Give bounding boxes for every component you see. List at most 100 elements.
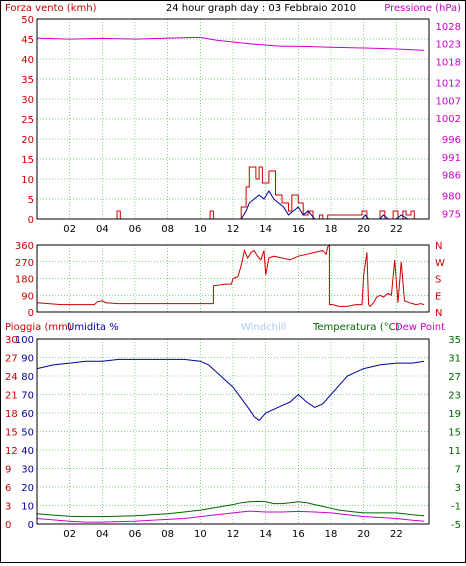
x-tick-label: 12: [227, 224, 240, 235]
x-tick-label: 04: [96, 224, 109, 235]
series-line: [36, 243, 425, 308]
rain-tick-label: 18: [5, 409, 18, 420]
y-tick-label: 50: [21, 428, 34, 439]
y-tick-label: 20: [21, 135, 34, 146]
dewpoint-legend: Dew Point: [395, 322, 445, 333]
y2-tick-label: 996: [442, 135, 461, 146]
rain-tick-label: 21: [5, 391, 18, 402]
y-tick-label: 45: [21, 35, 34, 46]
y-tick-label: 50: [21, 15, 34, 26]
y-tick-label: 25: [21, 115, 34, 126]
direction-tick-label: S: [435, 275, 441, 286]
rain-tick-label: 24: [5, 372, 18, 383]
y2-tick-label: 1023: [436, 40, 461, 51]
x-tick-label: 12: [227, 529, 240, 540]
rain-tick-label: 0: [5, 520, 11, 531]
y2-tick-label: 11: [448, 446, 461, 457]
y2-tick-label: 3: [455, 483, 461, 494]
y2-tick-label: 1012: [436, 79, 461, 90]
x-tick-label: 04: [96, 529, 109, 540]
y2-tick-label: 7: [455, 465, 461, 476]
y-tick-label: 100: [15, 335, 34, 346]
y2-tick-label: 31: [448, 354, 461, 365]
pressure-axis-title: Pressione (hPa): [384, 3, 461, 14]
y2-tick-label: 1018: [436, 57, 461, 68]
y-tick-label: 30: [21, 465, 34, 476]
y-tick-label: 20: [21, 483, 34, 494]
series-line: [37, 166, 425, 220]
rain-tick-label: 27: [5, 354, 18, 365]
rain-tick-label: 6: [5, 483, 11, 494]
x-tick-label: 10: [194, 224, 207, 235]
y-tick-label: 0: [28, 215, 34, 226]
y-tick-label: 360: [15, 241, 34, 252]
chart-title: 24 hour graph day : 03 Febbraio 2010: [166, 3, 356, 14]
rain-axis-title: Pioggia (mm): [5, 322, 72, 333]
direction-tick-label: N: [435, 241, 442, 252]
y-tick-label: 0: [28, 520, 34, 531]
y-tick-label: 40: [21, 55, 34, 66]
y2-tick-label: 23: [448, 391, 461, 402]
y-tick-label: 40: [21, 446, 34, 457]
y-tick-label: 60: [21, 409, 34, 420]
series-line: [36, 358, 425, 422]
x-tick-label: 02: [63, 529, 76, 540]
series-line: [36, 36, 425, 51]
y-tick-label: 30: [21, 95, 34, 106]
x-tick-label: 18: [325, 224, 338, 235]
y-tick-label: 15: [21, 155, 34, 166]
direction-tick-label: E: [435, 291, 441, 302]
series-line: [37, 190, 425, 220]
rain-tick-label: 15: [5, 428, 18, 439]
y2-tick-label: -5: [451, 520, 461, 531]
x-tick-label: 20: [357, 529, 370, 540]
y2-tick-label: 1028: [436, 22, 461, 33]
y-tick-label: 70: [21, 391, 34, 402]
x-tick-label: 06: [129, 224, 142, 235]
y-tick-label: 80: [21, 372, 34, 383]
series-line: [36, 500, 425, 518]
x-tick-label: 18: [325, 529, 338, 540]
x-tick-label: 14: [259, 224, 272, 235]
y-tick-label: 10: [21, 175, 34, 186]
windchill-legend: Windchill: [241, 322, 286, 333]
plot-area: [36, 18, 430, 220]
plot-area: [36, 338, 430, 525]
x-tick-label: 16: [292, 224, 305, 235]
x-tick-label: 08: [161, 224, 174, 235]
direction-tick-label: N: [435, 308, 442, 319]
y2-tick-label: 19: [448, 409, 461, 420]
y2-tick-label: 980: [442, 192, 461, 203]
y2-tick-label: 35: [448, 335, 461, 346]
y2-tick-label: 15: [448, 428, 461, 439]
x-tick-label: 22: [390, 224, 403, 235]
y2-tick-label: 975: [442, 209, 461, 220]
y-tick-label: 0: [28, 308, 34, 319]
y-tick-label: 10: [21, 502, 34, 513]
x-tick-label: 08: [161, 529, 174, 540]
wind-speed-axis-title: Forza vento (kmh): [5, 3, 97, 14]
rain-tick-label: 9: [5, 465, 11, 476]
plot-area: [36, 244, 430, 313]
rain-tick-label: 3: [5, 502, 11, 513]
x-tick-label: 10: [194, 529, 207, 540]
direction-tick-label: W: [435, 258, 445, 269]
y2-tick-label: -1: [451, 502, 461, 513]
x-tick-label: 22: [390, 529, 403, 540]
x-tick-label: 20: [357, 224, 370, 235]
rain-tick-label: 30: [5, 335, 18, 346]
x-tick-label: 14: [259, 529, 272, 540]
series-line: [36, 510, 425, 523]
x-tick-label: 06: [129, 529, 142, 540]
y-tick-label: 35: [21, 75, 34, 86]
y2-tick-label: 991: [442, 153, 461, 164]
rain-tick-label: 12: [5, 446, 18, 457]
x-tick-label: 02: [63, 224, 76, 235]
y-tick-label: 90: [21, 291, 34, 302]
temperature-legend: Temperatura (°C): [312, 322, 400, 333]
humidity-legend: Umidita %: [67, 322, 119, 333]
y-tick-label: 180: [15, 275, 34, 286]
y2-tick-label: 27: [448, 372, 461, 383]
